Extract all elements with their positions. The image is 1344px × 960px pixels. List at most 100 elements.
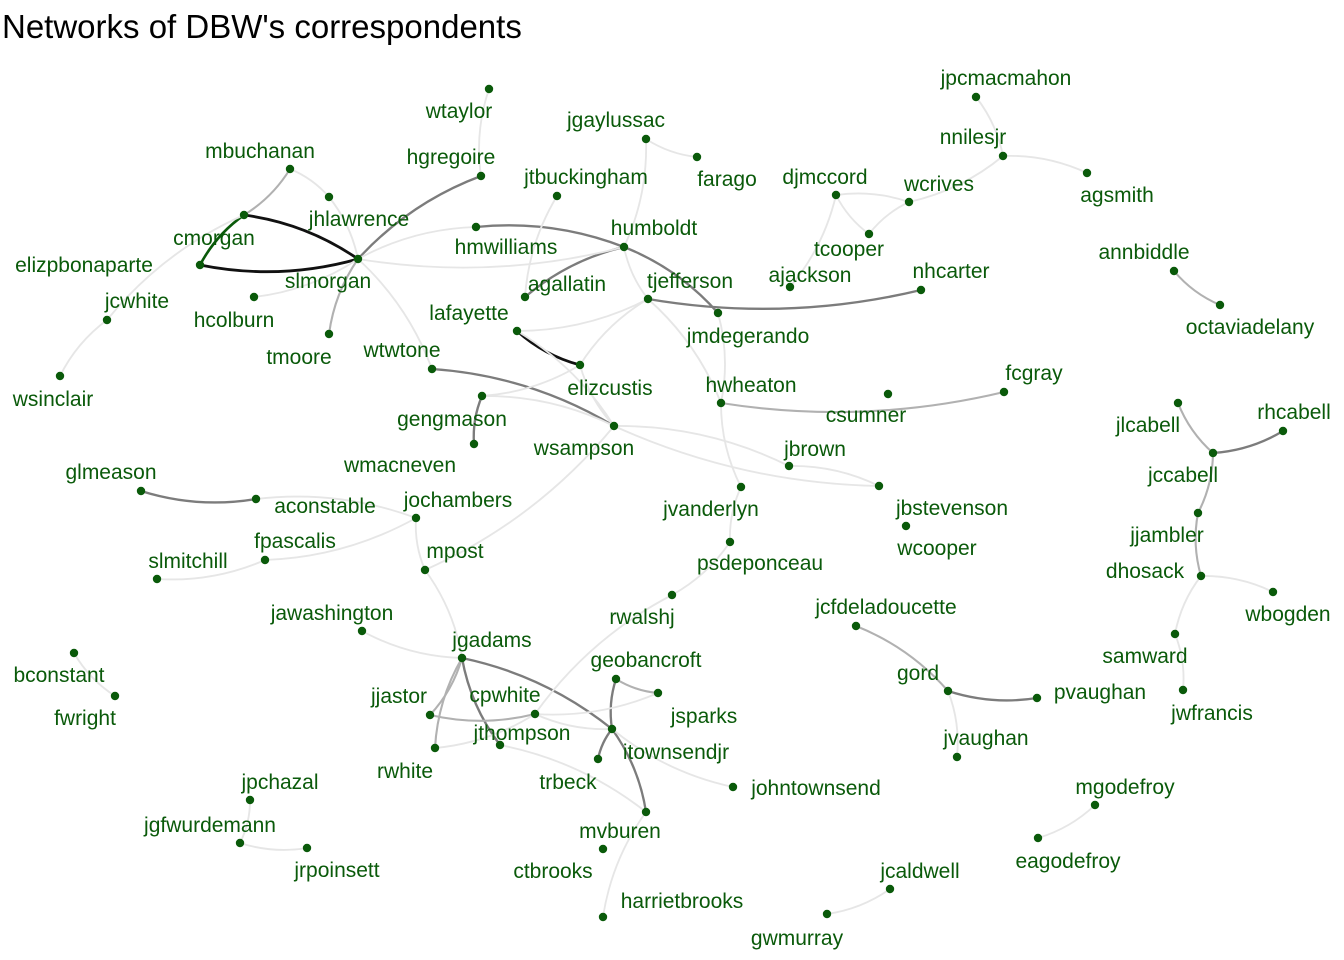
node-label-hgregoire: hgregoire [407,146,496,169]
node-label-fpascalis: fpascalis [254,530,336,553]
node-label-wtaylor: wtaylor [425,100,493,123]
node-wsinclair [55,371,65,381]
edge-nnilesjr-agsmith [1002,154,1088,174]
edge-slmorgan-wtwtone [357,258,433,370]
node-label-jrpoinsett: jrpoinsett [293,859,379,882]
node-lafayette [512,326,522,336]
node-slmorgan [353,254,363,264]
edge-jochambers-fpascalis [264,517,417,561]
node-psdeponceau [725,537,735,547]
node-jbstevenson [874,481,884,491]
edge-rwhite-jgadams [433,656,464,750]
node-hcolburn [249,292,259,302]
node-fpascalis [260,555,270,565]
edge-elizcustis-gengmason [481,364,581,397]
node-jjastor [425,710,435,720]
node-farago [692,152,702,162]
edge-hmwilliams-slmorgan [357,226,477,260]
node-elizpbonaparte [195,260,205,270]
node-label-fwright: fwright [54,707,116,730]
node-fwright [110,691,120,701]
edge-layer [59,88,1285,918]
edge-jbrown-jbstevenson [788,465,880,487]
node-label-rhcabell: rhcabell [1257,401,1331,424]
node-glmeason [136,486,146,496]
node-label-jccabell: jccabell [1147,464,1218,487]
node-label-mpost: mpost [426,540,483,563]
node-bconstant [69,648,79,658]
edge-wtwtone-wsampson [430,367,616,428]
edge-dhosack-samward [1174,575,1202,635]
node-jpcmacmahon [971,92,981,102]
node-label-humboldt: humboldt [611,217,698,240]
node-jtbuckingham [552,191,562,201]
node-label-annbiddle: annbiddle [1098,241,1189,264]
node-label-jmdegerando: jmdegerando [686,325,810,348]
node-label-wsinclair: wsinclair [12,388,94,411]
node-label-gengmason: gengmason [397,408,507,431]
edge-jgaylussac-farago [645,138,698,158]
node-wsampson [609,421,619,431]
node-label-jpcmacmahon: jpcmacmahon [940,67,1072,90]
node-mbuchanan [285,164,295,174]
node-label-eagodefroy: eagodefroy [1015,850,1121,873]
edge-gord-jvaughan [947,690,959,758]
edge-lafayette-wsampson [516,330,615,427]
node-jawashington [357,626,367,636]
edge-cmorgan-slmorgan [242,213,360,261]
node-label-mvburen: mvburen [579,820,661,843]
edge-jjastor-cpwhite [428,712,537,722]
node-jsparks [653,688,663,698]
node-label-mgodefroy: mgodefroy [1075,776,1175,799]
edge-jjastor-jgadams [428,656,464,717]
edge-cpwhite-jsparks [534,692,659,716]
node-jgadams [457,653,467,663]
node-jcaldwell [885,884,895,894]
edge-bconstant-fwright [73,652,116,697]
node-label-jvaughan: jvaughan [942,727,1028,750]
edge-jgaylussac-humboldt [623,138,648,248]
edge-jtbuckingham-agallatin [524,195,558,298]
node-label-gwmurray: gwmurray [751,927,844,950]
edge-rwalshj-cpwhite [534,594,673,715]
node-label-jvanderlyn: jvanderlyn [662,498,759,521]
edge-gord-pvaughan [946,689,1039,702]
edge-humboldt-jmdegerando [622,245,720,315]
node-label-jcfdeladoucette: jcfdeladoucette [814,596,956,619]
edge-wsampson-jbstevenson [613,425,880,487]
node-label-jjambler: jjambler [1129,524,1204,547]
node-label-jgaylussac: jgaylussac [566,109,665,132]
node-jlcabell [1173,398,1183,408]
node-fcgray [999,387,1009,397]
edge-jthompson-mvburen [499,744,647,813]
node-cmorgan [239,210,249,220]
node-tmoore [324,329,334,339]
edge-jgadams-itownsendjr [460,656,614,731]
edge-jcaldwell-gwmurray [826,888,891,915]
node-label-jochambers: jochambers [403,489,513,512]
node-tcooper [864,229,874,239]
node-label-fcgray: fcgray [1005,362,1063,385]
edge-tjefferson-lafayette [516,298,649,332]
edge-rhcabell-jccabell [1211,429,1285,455]
edge-samward-jwfrancis [1174,633,1185,691]
node-label-glmeason: glmeason [65,461,156,484]
edge-hgregoire-slmorgan [356,174,483,261]
edge-jawashington-jgadams [361,630,463,659]
node-jhlawrence [324,192,334,202]
node-gord [943,686,953,696]
edge-nnilesjr-wcrives [908,155,1004,203]
edge-jccabell-jjambler [1196,451,1215,515]
node-jbrown [784,461,794,471]
edge-dhosack-wbogden [1200,575,1274,593]
node-harrietbrooks [598,912,608,922]
edge-jvanderlyn-psdeponceau [729,486,742,543]
node-jjambler [1193,508,1203,518]
node-wtaylor [484,84,494,94]
node-elizcustis [575,360,585,370]
edge-hmwilliams-humboldt [474,224,626,249]
edge-jcwhite-wsinclair [59,319,108,377]
node-slmitchill [152,574,162,584]
node-mvburen [641,807,651,817]
